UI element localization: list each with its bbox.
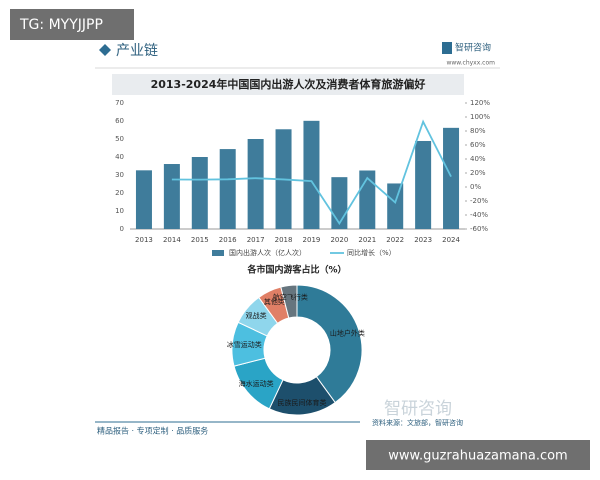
site: www.guzrahuazamana.com [388, 449, 567, 464]
y2-tick-label: 0% [470, 183, 481, 191]
x-tick-label: 2021 [358, 236, 376, 244]
x-tick-label: 2017 [247, 236, 265, 244]
y2-tick-label: 60% [470, 141, 486, 149]
chart-title: 2013-2024年中国国内出游人次及消费者体育旅游偏好 [151, 77, 426, 91]
slice-label: 民族民间体育类 [277, 398, 326, 407]
y-tick-label: 10 [115, 207, 124, 215]
site-box [366, 440, 590, 470]
x-tick-label: 2023 [414, 236, 432, 244]
bar [303, 120, 320, 229]
bar [191, 157, 208, 229]
slice-label: 海水运动类 [239, 379, 274, 388]
y2-tick-label: 100% [470, 113, 490, 121]
y-tick-label: 20 [115, 189, 124, 197]
section-icon [99, 44, 111, 56]
legend-swatch [212, 250, 224, 256]
slice-label: 山地户外类 [330, 329, 365, 338]
bar [247, 139, 264, 229]
slice-label: 其他类 [264, 297, 285, 306]
y-tick-label: 50 [115, 135, 124, 143]
brand-watermark: 智研咨询 [384, 399, 452, 419]
slice-label: 航空飞行类 [273, 292, 308, 301]
bar [135, 170, 152, 229]
watermark-box [10, 9, 134, 40]
section-title: 产业链 [116, 43, 158, 59]
y-tick-label: 60 [115, 117, 124, 125]
x-tick-label: 2018 [275, 236, 293, 244]
watermark: TG: MYYJJPP [19, 17, 103, 33]
title-band [112, 74, 464, 95]
y2-tick-label: 120% [470, 99, 490, 107]
donut-slice [296, 284, 363, 404]
y-tick-label: 30 [115, 171, 124, 179]
legend-label: 国内出游人次（亿人次） [229, 248, 306, 257]
x-tick-label: 2013 [135, 236, 153, 244]
x-tick-label: 2016 [219, 236, 237, 244]
x-tick-label: 2014 [163, 236, 181, 244]
url: www.chyxx.com [446, 60, 495, 67]
x-tick-label: 2022 [386, 236, 404, 244]
y-tick-label: 0 [120, 225, 124, 233]
bar [331, 177, 348, 229]
x-tick-label: 2020 [330, 236, 348, 244]
line [171, 119, 452, 226]
y2-tick-label: -20% [470, 197, 488, 205]
slice-label: 冰雪运动类 [227, 340, 262, 349]
donut-slice [280, 284, 298, 319]
y2-tick-label: 80% [470, 127, 486, 135]
y2-tick-label: -40% [470, 211, 488, 219]
legend-label: 同比增长（%） [347, 248, 396, 257]
x-tick-label: 2015 [191, 236, 209, 244]
y-tick-label: 70 [115, 99, 124, 107]
bar [415, 140, 432, 229]
source: 资料来源：文旅部，智研咨询 [372, 418, 463, 427]
bar [163, 164, 180, 229]
bar [219, 149, 236, 229]
logo-icon [442, 42, 452, 54]
tagline: 精品报告 · 专项定制 · 品质服务 [97, 426, 208, 436]
brand: 智研咨询 [455, 42, 491, 54]
slice-label: 观战类 [246, 311, 267, 320]
x-tick-label: 2019 [303, 236, 321, 244]
y2-tick-label: 40% [470, 155, 486, 163]
y2-tick-label: -60% [470, 225, 488, 233]
donut-title: 各市国内游客占比（%） [246, 264, 346, 276]
y-tick-label: 40 [115, 153, 124, 161]
bar [443, 127, 460, 229]
bar [387, 183, 404, 229]
x-tick-label: 2024 [442, 236, 460, 244]
y2-tick-label: 20% [470, 169, 486, 177]
